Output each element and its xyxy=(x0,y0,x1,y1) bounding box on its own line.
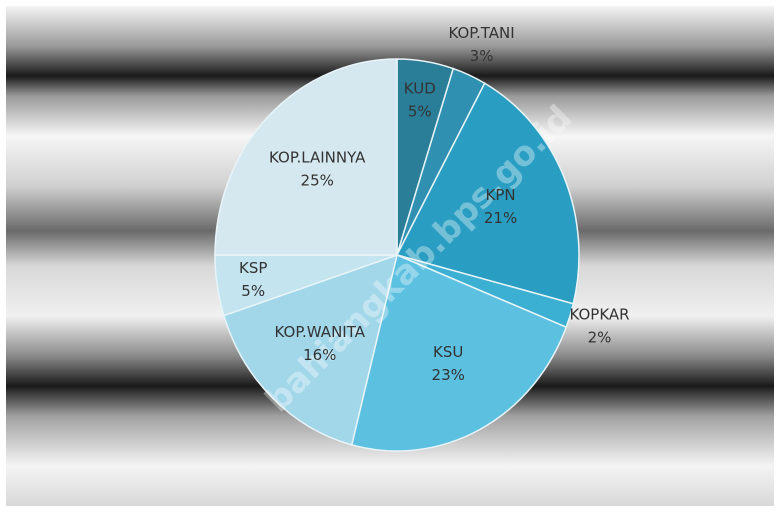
slice-value-label: 23% xyxy=(432,366,465,384)
slice-value-label: 21% xyxy=(484,209,517,227)
slice-label: KSU xyxy=(433,343,463,361)
slice-label: KOPKAR xyxy=(569,305,629,323)
slice-label: KOP.TANI xyxy=(448,24,514,42)
pie-slice xyxy=(350,253,568,452)
pie-slice xyxy=(395,82,580,305)
slice-label: KUD xyxy=(404,80,436,98)
slice-label: KOP.WANITA xyxy=(275,323,366,341)
slice-label: KSP xyxy=(239,259,267,277)
slice-value-label: 25% xyxy=(301,172,334,190)
pie xyxy=(214,58,580,452)
slice-label: KPN xyxy=(486,186,516,204)
pie-slice xyxy=(214,58,398,256)
pie-slice xyxy=(222,253,399,446)
slice-value-label: 3% xyxy=(470,47,494,65)
slice-value-label: 2% xyxy=(588,328,612,346)
slice-value-label: 5% xyxy=(408,103,432,121)
slice-label: KOP.LAINNYA xyxy=(269,149,366,167)
slice-value-label: 5% xyxy=(241,282,265,300)
slice-value-label: 16% xyxy=(303,346,336,364)
